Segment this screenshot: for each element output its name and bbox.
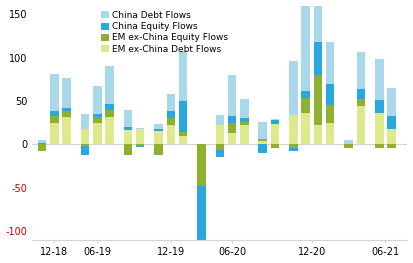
Bar — [228, 133, 236, 144]
Bar — [313, 0, 322, 42]
Bar — [105, 66, 114, 104]
Bar — [50, 74, 59, 110]
Bar — [216, 115, 224, 125]
Bar — [313, 75, 322, 125]
Bar — [179, 136, 188, 144]
Bar — [136, 146, 145, 147]
Bar — [166, 118, 175, 125]
Bar — [301, 0, 310, 90]
Bar — [259, 144, 267, 153]
Bar — [228, 116, 236, 123]
Bar — [62, 78, 71, 108]
Bar — [216, 125, 224, 144]
Bar — [313, 125, 322, 144]
Bar — [301, 113, 310, 144]
Bar — [50, 123, 59, 144]
Bar — [326, 123, 335, 144]
Bar — [375, 59, 384, 100]
Bar — [93, 118, 102, 123]
Bar — [240, 118, 249, 122]
Bar — [81, 144, 89, 146]
Bar — [271, 119, 279, 120]
Bar — [38, 140, 46, 143]
Bar — [326, 105, 335, 123]
Bar — [93, 86, 102, 114]
Bar — [179, 51, 188, 101]
Legend: China Debt Flows, China Equity Flows, EM ex-China Equity Flows, EM ex-China Debt: China Debt Flows, China Equity Flows, EM… — [101, 10, 229, 55]
Bar — [136, 129, 145, 144]
Bar — [301, 90, 310, 98]
Bar — [387, 116, 396, 129]
Bar — [259, 141, 267, 144]
Bar — [326, 42, 335, 84]
Bar — [271, 120, 279, 124]
Bar — [123, 110, 132, 127]
Bar — [271, 124, 279, 144]
Bar — [289, 144, 298, 148]
Bar — [240, 99, 249, 118]
Bar — [62, 108, 71, 112]
Bar — [289, 148, 298, 151]
Bar — [240, 122, 249, 125]
Bar — [387, 88, 396, 116]
Bar — [387, 144, 396, 148]
Bar — [105, 110, 114, 117]
Bar — [62, 117, 71, 144]
Bar — [375, 113, 384, 144]
Bar — [136, 144, 145, 146]
Bar — [197, 144, 206, 186]
Bar — [179, 132, 188, 136]
Bar — [197, 186, 206, 255]
Bar — [154, 131, 163, 144]
Bar — [50, 116, 59, 123]
Bar — [259, 139, 267, 141]
Bar — [259, 122, 267, 139]
Bar — [93, 114, 102, 118]
Bar — [50, 110, 59, 116]
Bar — [81, 146, 89, 155]
Bar — [81, 129, 89, 144]
Bar — [62, 112, 71, 117]
Bar — [375, 100, 384, 113]
Bar — [216, 144, 224, 150]
Bar — [344, 144, 353, 148]
Bar — [123, 130, 132, 144]
Bar — [38, 144, 46, 151]
Bar — [136, 128, 145, 129]
Bar — [123, 127, 132, 130]
Bar — [179, 101, 188, 132]
Bar — [228, 75, 236, 116]
Bar — [326, 84, 335, 105]
Bar — [301, 98, 310, 113]
Bar — [81, 114, 89, 129]
Bar — [166, 125, 175, 144]
Bar — [387, 129, 396, 144]
Bar — [105, 104, 114, 110]
Bar — [166, 112, 175, 118]
Bar — [154, 129, 163, 131]
Bar — [154, 144, 163, 155]
Bar — [38, 143, 46, 144]
Bar — [375, 144, 384, 148]
Bar — [356, 106, 365, 144]
Bar — [289, 61, 298, 115]
Bar — [228, 123, 236, 133]
Bar — [313, 42, 322, 75]
Bar — [216, 150, 224, 156]
Bar — [271, 144, 279, 148]
Bar — [123, 144, 132, 155]
Bar — [356, 52, 365, 89]
Bar — [154, 124, 163, 129]
Bar — [289, 115, 298, 144]
Bar — [356, 89, 365, 99]
Bar — [197, 255, 206, 258]
Bar — [344, 140, 353, 144]
Bar — [356, 99, 365, 106]
Bar — [93, 123, 102, 144]
Bar — [240, 125, 249, 144]
Bar — [166, 94, 175, 112]
Bar — [105, 117, 114, 144]
